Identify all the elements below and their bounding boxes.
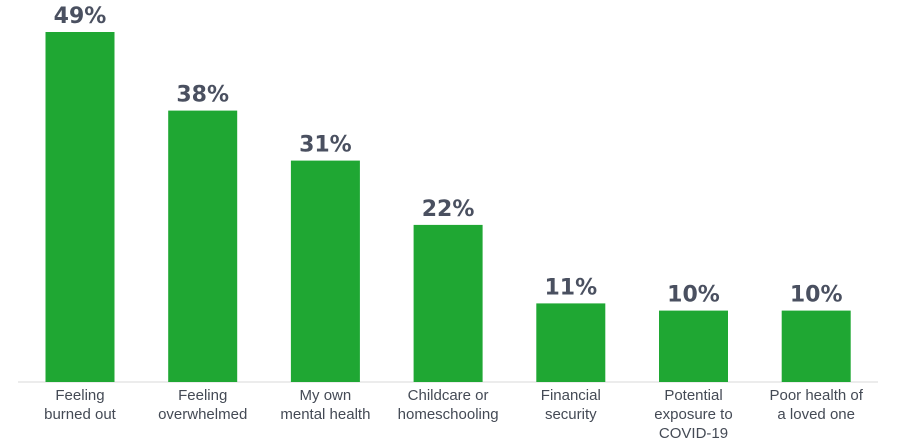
bar-3 bbox=[413, 224, 483, 382]
bar-4 bbox=[536, 303, 606, 382]
value-label-5: 10% bbox=[667, 283, 720, 308]
category-label-line: overwhelmed bbox=[158, 406, 247, 423]
category-label-6: Poor health of a loved one bbox=[769, 387, 863, 423]
bar-2 bbox=[290, 160, 360, 382]
category-label-line: mental health bbox=[280, 406, 370, 423]
bar-0 bbox=[45, 32, 115, 382]
bar-1 bbox=[168, 110, 238, 382]
category-label-5: Potential exposure to COVID-19 bbox=[654, 387, 732, 441]
category-labels-group: Feeling burned out Feeling overwhelmed My ow… bbox=[44, 387, 864, 441]
bar-6 bbox=[781, 310, 851, 382]
category-label-line: COVID-19 bbox=[659, 425, 728, 441]
category-label-line: Feeling bbox=[178, 387, 227, 404]
category-label-line: security bbox=[545, 406, 597, 423]
category-label-line: homeschooling bbox=[398, 406, 499, 423]
category-label-line: Financial bbox=[541, 387, 601, 404]
category-label-3: Childcare or homeschooling bbox=[398, 387, 499, 423]
value-label-1: 38% bbox=[176, 83, 229, 108]
value-label-3: 22% bbox=[422, 197, 475, 222]
category-label-1: Feeling overwhelmed bbox=[158, 387, 247, 423]
category-label-line: a loved one bbox=[777, 406, 855, 423]
value-label-0: 49% bbox=[54, 4, 107, 29]
category-label-line: Feeling bbox=[55, 387, 104, 404]
value-label-4: 11% bbox=[544, 275, 597, 300]
category-label-line: Poor health of bbox=[769, 387, 863, 404]
value-label-2: 31% bbox=[299, 133, 352, 158]
category-label-0: Feeling burned out bbox=[44, 387, 117, 423]
category-label-line: Childcare or bbox=[408, 387, 489, 404]
category-label-line: burned out bbox=[44, 406, 117, 423]
category-label-line: exposure to bbox=[654, 406, 732, 423]
value-label-6: 10% bbox=[790, 283, 843, 308]
category-label-line: My own bbox=[300, 387, 352, 404]
category-label-line: Potential bbox=[664, 387, 722, 404]
category-label-2: My own mental health bbox=[280, 387, 370, 423]
category-label-4: Financial security bbox=[541, 387, 601, 423]
bar-5 bbox=[659, 310, 728, 382]
value-labels-group: 49% 38% 31% 22% 11% 10% 10% bbox=[54, 4, 843, 308]
bars-group bbox=[45, 32, 851, 382]
